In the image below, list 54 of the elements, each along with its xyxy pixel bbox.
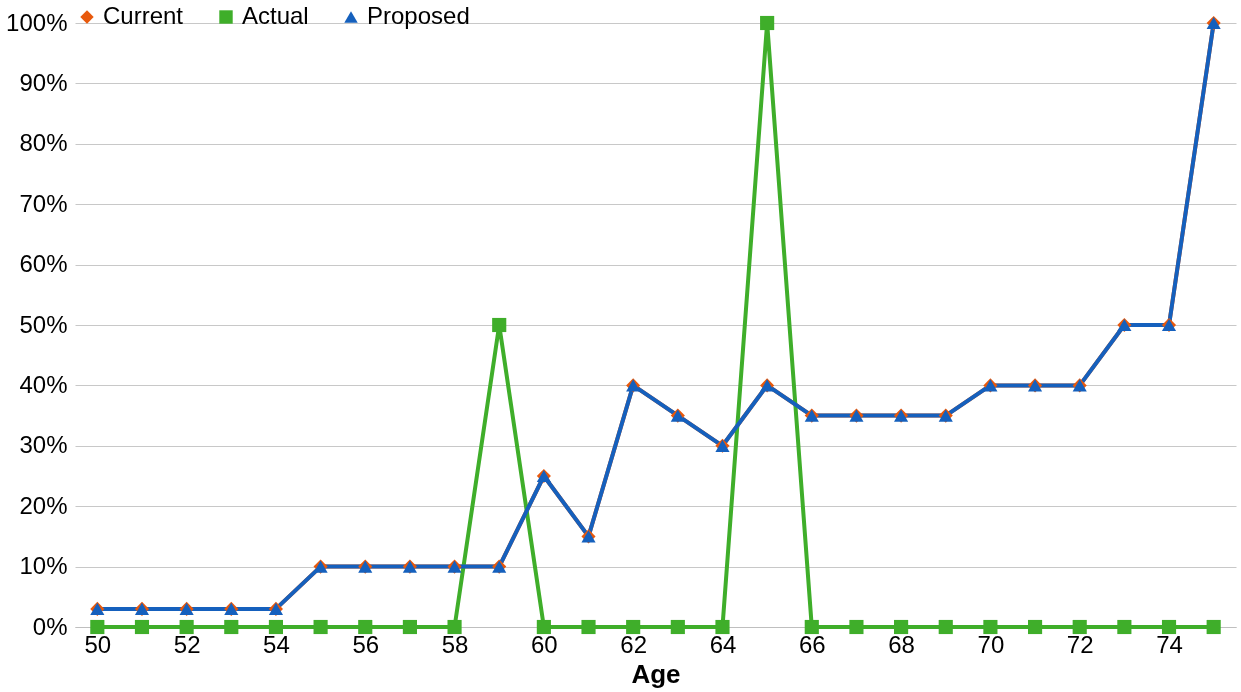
point [536, 619, 551, 635]
legend-label: Current [103, 2, 184, 29]
point [626, 619, 641, 635]
point [1072, 619, 1087, 635]
point [581, 619, 596, 635]
x-tick-label: 74 [1156, 630, 1183, 658]
point [1206, 619, 1221, 635]
point [983, 619, 998, 635]
x-tick-label: 70 [977, 630, 1005, 658]
point [1161, 619, 1177, 635]
point [179, 619, 194, 635]
y-tick-label: 80% [19, 129, 68, 157]
y-tick-label: 0% [32, 612, 68, 640]
point [492, 317, 507, 333]
point [938, 619, 953, 635]
point [849, 619, 864, 635]
point [224, 619, 239, 635]
x-tick-label: 56 [352, 630, 380, 658]
y-tick-label: 40% [19, 370, 68, 398]
y-tick-label: 100% [6, 8, 68, 36]
point [447, 619, 462, 635]
x-tick-label: 62 [620, 630, 648, 658]
y-tick-label: 70% [19, 189, 68, 217]
point [894, 619, 909, 635]
point [1027, 619, 1043, 635]
x-tick-label: 72 [1066, 630, 1094, 658]
y-tick-label: 30% [19, 431, 68, 459]
point [268, 619, 284, 635]
point [715, 619, 730, 635]
point [358, 619, 373, 635]
point [804, 619, 819, 635]
x-tick-label: 52 [173, 630, 201, 658]
y-tick-label: 10% [19, 552, 68, 580]
x-tick-label: 60 [531, 630, 558, 658]
legend-label: Proposed [367, 2, 470, 29]
point [90, 619, 105, 635]
point [402, 619, 417, 635]
x-axis-title: Age [631, 658, 681, 689]
point [760, 15, 775, 31]
point [1117, 619, 1132, 635]
x-tick-label: 64 [709, 630, 737, 658]
x-tick-label: 66 [798, 630, 826, 658]
point [313, 619, 328, 635]
point [134, 619, 150, 635]
x-tick-label: 54 [263, 630, 290, 658]
y-tick-label: 20% [19, 491, 68, 519]
y-tick-label: 50% [19, 310, 68, 338]
point [670, 619, 685, 635]
x-tick-label: 58 [441, 630, 469, 658]
x-tick-label: 68 [888, 630, 915, 658]
y-tick-label: 60% [19, 250, 68, 278]
legend-label: Actual [242, 2, 309, 29]
y-tick-label: 90% [19, 68, 68, 96]
x-tick-label: 50 [84, 630, 112, 658]
